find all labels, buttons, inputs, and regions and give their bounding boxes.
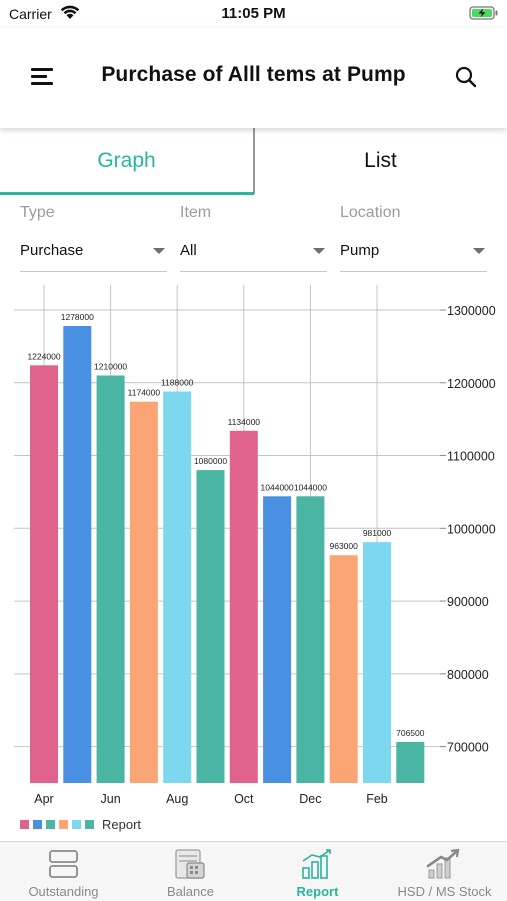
location-dropdown[interactable]: Pump xyxy=(340,242,487,272)
carrier-label: Carrier xyxy=(9,6,52,22)
item-dropdown[interactable]: All xyxy=(180,242,327,272)
bottom-tab-label: HSD / MS Stock xyxy=(397,884,492,899)
status-bar: Carrier 11:05 PM xyxy=(0,0,507,28)
legend-swatch xyxy=(72,820,81,829)
search-icon[interactable] xyxy=(455,66,477,93)
bar xyxy=(129,401,158,783)
wifi-icon xyxy=(60,5,80,25)
bottom-tab-balance[interactable]: Balance xyxy=(127,842,254,901)
bar xyxy=(229,430,258,783)
legend-swatch xyxy=(85,820,94,829)
bar xyxy=(63,326,92,783)
tab-list[interactable]: List xyxy=(364,149,397,172)
chevron-down-icon xyxy=(313,248,325,254)
bar-data-label: 1278000 xyxy=(61,312,94,322)
item-filter-label: Item xyxy=(180,204,212,221)
x-tick-label: Jun xyxy=(101,792,121,806)
navigation-bar: Purchase of Alll tems at Pump xyxy=(0,28,507,128)
location-filter-label: Location xyxy=(340,204,401,221)
bar-data-label: 1044000 xyxy=(261,482,294,492)
view-tabs: Graph List xyxy=(0,128,507,196)
bar xyxy=(196,470,225,783)
chevron-down-icon xyxy=(153,248,165,254)
bar-data-label: 1188000 xyxy=(161,378,194,388)
bar-data-label: 963000 xyxy=(330,541,359,551)
legend-swatch xyxy=(59,820,68,829)
bottom-tab-hsd-ms-stock[interactable]: HSD / MS Stock xyxy=(381,842,507,901)
y-tick-label: 1100000 xyxy=(447,450,495,464)
bar-data-label: 981000 xyxy=(363,528,392,538)
page-title: Purchase of Alll tems at Pump xyxy=(101,63,406,86)
bar xyxy=(96,375,125,783)
legend-swatch xyxy=(33,820,42,829)
y-tick-label: 1000000 xyxy=(447,522,496,536)
bar xyxy=(296,496,325,783)
bottom-tab-label: Report xyxy=(296,884,339,899)
type-filter-label: Type xyxy=(20,204,55,221)
bottom-tab-label: Balance xyxy=(167,884,214,899)
legend-swatch xyxy=(20,820,29,829)
bottom-tab-label: Outstanding xyxy=(28,884,99,899)
bottom-tab-outstanding[interactable]: Outstanding xyxy=(0,842,127,901)
x-tick-label: Feb xyxy=(366,792,388,806)
y-tick-label: 1200000 xyxy=(447,377,496,391)
report-chart-icon xyxy=(254,848,381,880)
type-dropdown-value: Purchase xyxy=(20,242,84,259)
type-dropdown[interactable]: Purchase xyxy=(20,242,167,272)
bar xyxy=(363,542,391,783)
item-filter: Item All xyxy=(180,204,327,272)
item-dropdown-value: All xyxy=(180,242,197,259)
legend-label: Report xyxy=(102,817,142,832)
legend-swatch xyxy=(46,820,55,829)
y-tick-label: 1300000 xyxy=(447,304,496,318)
bar xyxy=(263,496,292,783)
x-tick-label: Apr xyxy=(34,792,53,806)
tab-graph[interactable]: Graph xyxy=(97,149,156,172)
battery-charging-icon xyxy=(469,5,499,26)
bar-data-label: 1174000 xyxy=(128,388,161,398)
bar-data-label: 706500 xyxy=(396,728,425,738)
active-tab-indicator xyxy=(0,192,254,195)
bar xyxy=(30,365,58,783)
tab-divider xyxy=(253,128,255,194)
bar xyxy=(396,741,425,783)
y-tick-label: 900000 xyxy=(447,595,489,609)
bottom-tab-report[interactable]: Report xyxy=(254,842,381,901)
y-tick-label: 700000 xyxy=(447,741,489,755)
bottom-tab-bar: Outstanding Balance Report xyxy=(0,841,507,901)
purchase-bar-chart: 700000 800000 900000 1000000 1100000 1200000 1… xyxy=(14,285,496,806)
y-tick-label: 800000 xyxy=(447,668,489,682)
bar xyxy=(163,391,192,783)
location-dropdown-value: Pump xyxy=(340,242,380,259)
outstanding-icon xyxy=(0,848,127,880)
chevron-down-icon xyxy=(473,248,485,254)
bar-data-label: 1080000 xyxy=(194,456,227,466)
location-filter: Location Pump xyxy=(340,204,487,272)
bar-data-label: 1210000 xyxy=(94,361,127,371)
clock-time: 11:05 PM xyxy=(221,5,286,22)
balance-icon xyxy=(127,848,254,880)
bar-data-label: 1224000 xyxy=(27,351,60,361)
x-tick-label: Oct xyxy=(234,792,254,806)
x-tick-label: Aug xyxy=(166,792,188,806)
stock-chart-icon xyxy=(381,848,507,880)
x-tick-label: Dec xyxy=(299,792,321,806)
menu-icon[interactable] xyxy=(31,66,55,86)
bar xyxy=(329,555,358,783)
bar-data-label: 1044000 xyxy=(294,482,327,492)
type-filter: Type Purchase xyxy=(20,204,167,272)
bar-data-label: 1134000 xyxy=(228,417,261,427)
